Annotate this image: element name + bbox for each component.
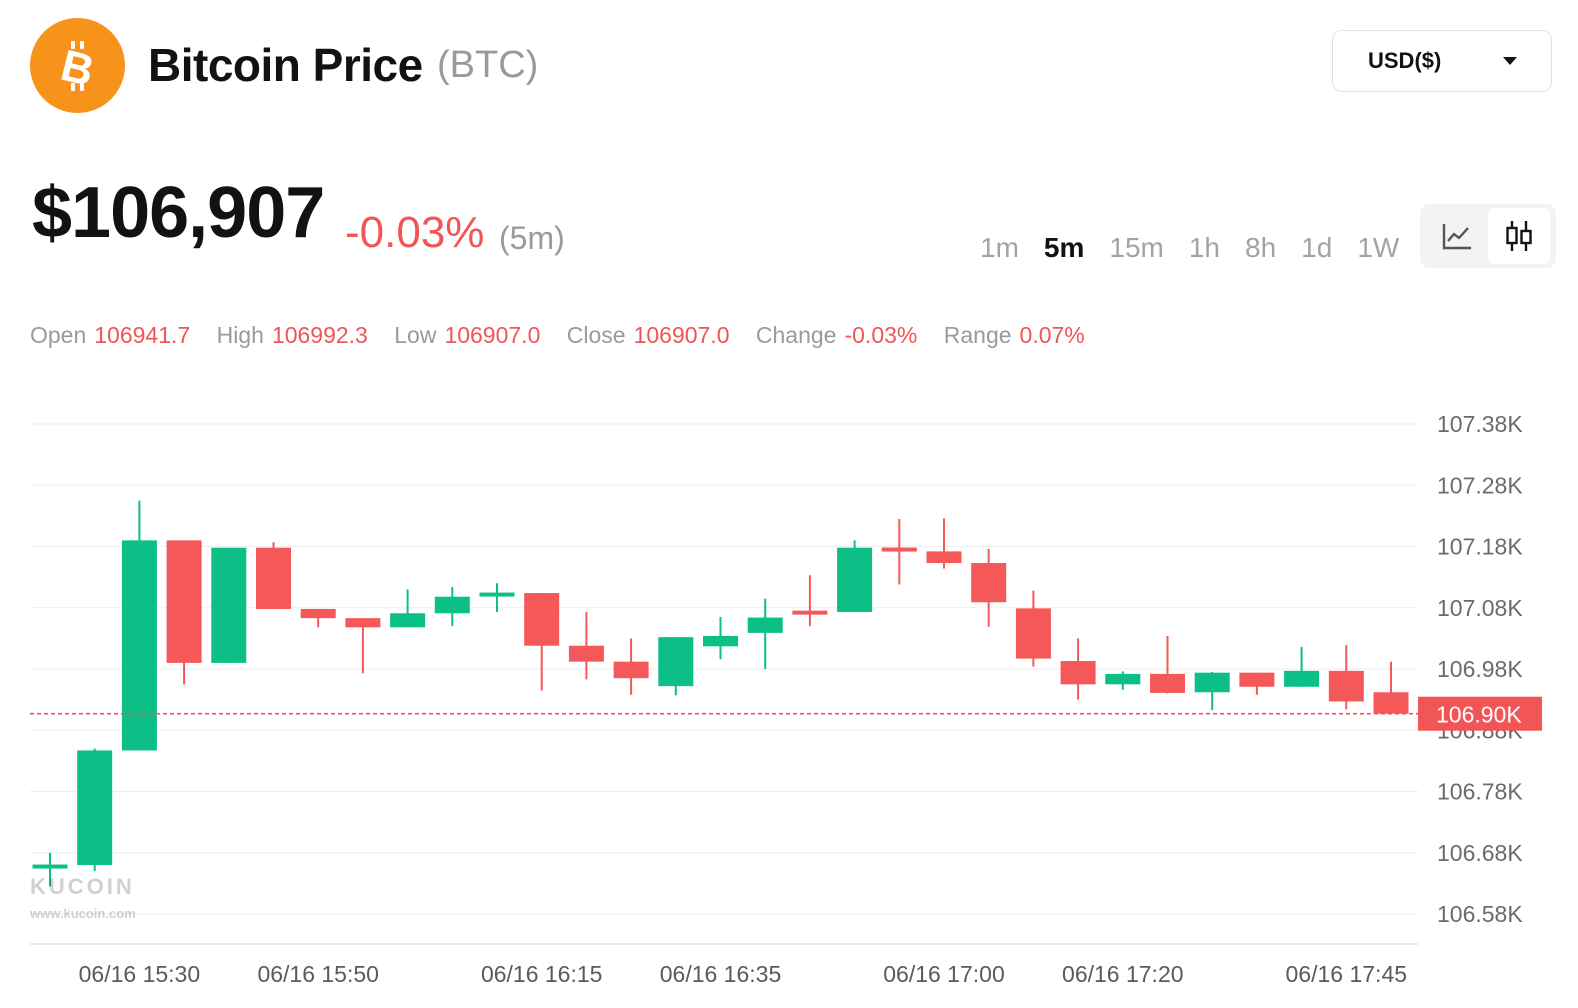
- y-tick-label: 107.28K: [1437, 472, 1523, 498]
- candle-body: [971, 563, 1007, 603]
- candle-body: [166, 540, 202, 663]
- x-tick-label: 06/16 17:20: [1062, 961, 1184, 987]
- ohlc-high-value: 106992.3: [271, 322, 368, 348]
- candle-body: [1284, 670, 1320, 687]
- current-price-tag: [1418, 696, 1542, 731]
- candle-body: [1328, 670, 1364, 702]
- candle-body: [881, 547, 917, 552]
- candle-body: [345, 618, 381, 628]
- ohlc-range-label: Range: [943, 322, 1012, 348]
- line-chart-icon: [1442, 224, 1471, 250]
- interval-selector: 1m 5m 15m 1h 8h 1d 1W: [980, 228, 1424, 268]
- ohlc-low-label: Low: [394, 322, 437, 348]
- candle-body: [1239, 672, 1275, 687]
- interval-1w[interactable]: 1W: [1357, 232, 1400, 263]
- candle-body: [1015, 608, 1051, 659]
- interval-15m[interactable]: 15m: [1109, 232, 1164, 263]
- chevron-down-icon: [1503, 57, 1517, 65]
- candle-body: [121, 540, 157, 751]
- ohlc-open-label: Open: [30, 322, 87, 348]
- y-tick-label: 106.68K: [1437, 840, 1523, 866]
- ohlc-close-label: Close: [566, 322, 626, 348]
- candle-body: [300, 608, 336, 619]
- candlestick-icon: [1506, 221, 1532, 251]
- candle-body: [837, 547, 873, 613]
- ohlc-change-value: -0.03%: [844, 322, 918, 348]
- interval-8h[interactable]: 8h: [1245, 232, 1277, 263]
- y-tick-label: 107.18K: [1437, 534, 1523, 560]
- candle-body: [32, 864, 68, 869]
- current-price: $106,907: [32, 173, 325, 253]
- ohlc-change-label: Change: [755, 322, 837, 348]
- candlestick-button[interactable]: [1488, 208, 1550, 264]
- x-tick-label: 06/16 15:50: [257, 961, 379, 987]
- watermark-url: www.kucoin.com: [30, 906, 136, 921]
- x-tick-label: 06/16 16:15: [481, 961, 603, 987]
- interval-1d[interactable]: 1d: [1301, 232, 1333, 263]
- y-tick-label: 106.78K: [1437, 779, 1523, 805]
- candle-body: [926, 551, 962, 564]
- candle-body: [1105, 673, 1141, 685]
- ohlc-summary: Open 106941.7 High 106992.3 Low 106907.0 Cl…: [30, 322, 1105, 349]
- y-tick-label: 106.58K: [1437, 901, 1523, 927]
- x-tick-label: 06/16 17:00: [883, 961, 1005, 987]
- ohlc-close-value: 106907.0: [633, 322, 730, 348]
- candle-body: [390, 613, 426, 628]
- coin-symbol: (BTC): [437, 44, 539, 86]
- interval-1m[interactable]: 1m: [980, 232, 1019, 263]
- candle-body: [568, 645, 604, 662]
- bitcoin-icon: B: [30, 18, 125, 113]
- x-tick-label: 06/16 15:30: [79, 961, 201, 987]
- price-change: -0.03%: [345, 208, 485, 257]
- candle-body: [703, 635, 738, 647]
- ohlc-low-value: 106907.0: [444, 322, 541, 348]
- x-tick-label: 06/16 17:45: [1286, 961, 1408, 987]
- candle-body: [524, 593, 560, 646]
- candle-body: [613, 661, 649, 679]
- interval-5m[interactable]: 5m: [1043, 232, 1085, 263]
- candle-body: [1194, 672, 1230, 693]
- candle-body: [658, 637, 694, 687]
- ohlc-range-value: 0.07%: [1019, 322, 1085, 348]
- candle-body: [211, 547, 247, 663]
- candle-body: [77, 750, 113, 865]
- ohlc-open-value: 106941.7: [94, 322, 191, 348]
- candle-body: [434, 596, 470, 614]
- chart-type-toggle: [1420, 204, 1556, 268]
- price-change-interval: (5m): [499, 220, 565, 256]
- watermark: KUCOIN www.kucoin.com: [30, 874, 136, 921]
- candle-body: [792, 610, 828, 615]
- watermark-name: KUCOIN: [30, 874, 135, 899]
- y-tick-label: 106.98K: [1437, 656, 1523, 682]
- page-title: Bitcoin Price: [148, 39, 423, 91]
- candle-body: [1060, 661, 1096, 685]
- line-chart-button[interactable]: [1426, 208, 1488, 264]
- candle-body: [747, 617, 783, 633]
- currency-select[interactable]: USD($): [1332, 30, 1552, 92]
- current-price-label: 106.90K: [1436, 702, 1522, 728]
- candle-body: [256, 547, 291, 609]
- interval-1h[interactable]: 1h: [1188, 232, 1220, 263]
- ohlc-high-label: High: [216, 322, 264, 348]
- candle-body: [1150, 673, 1185, 693]
- candle-body: [479, 592, 515, 597]
- x-tick-label: 06/16 16:35: [660, 961, 782, 987]
- currency-label: USD($): [1368, 48, 1442, 73]
- y-tick-label: 107.38K: [1437, 411, 1523, 437]
- y-tick-label: 107.08K: [1437, 595, 1523, 621]
- candle-body: [1373, 692, 1409, 714]
